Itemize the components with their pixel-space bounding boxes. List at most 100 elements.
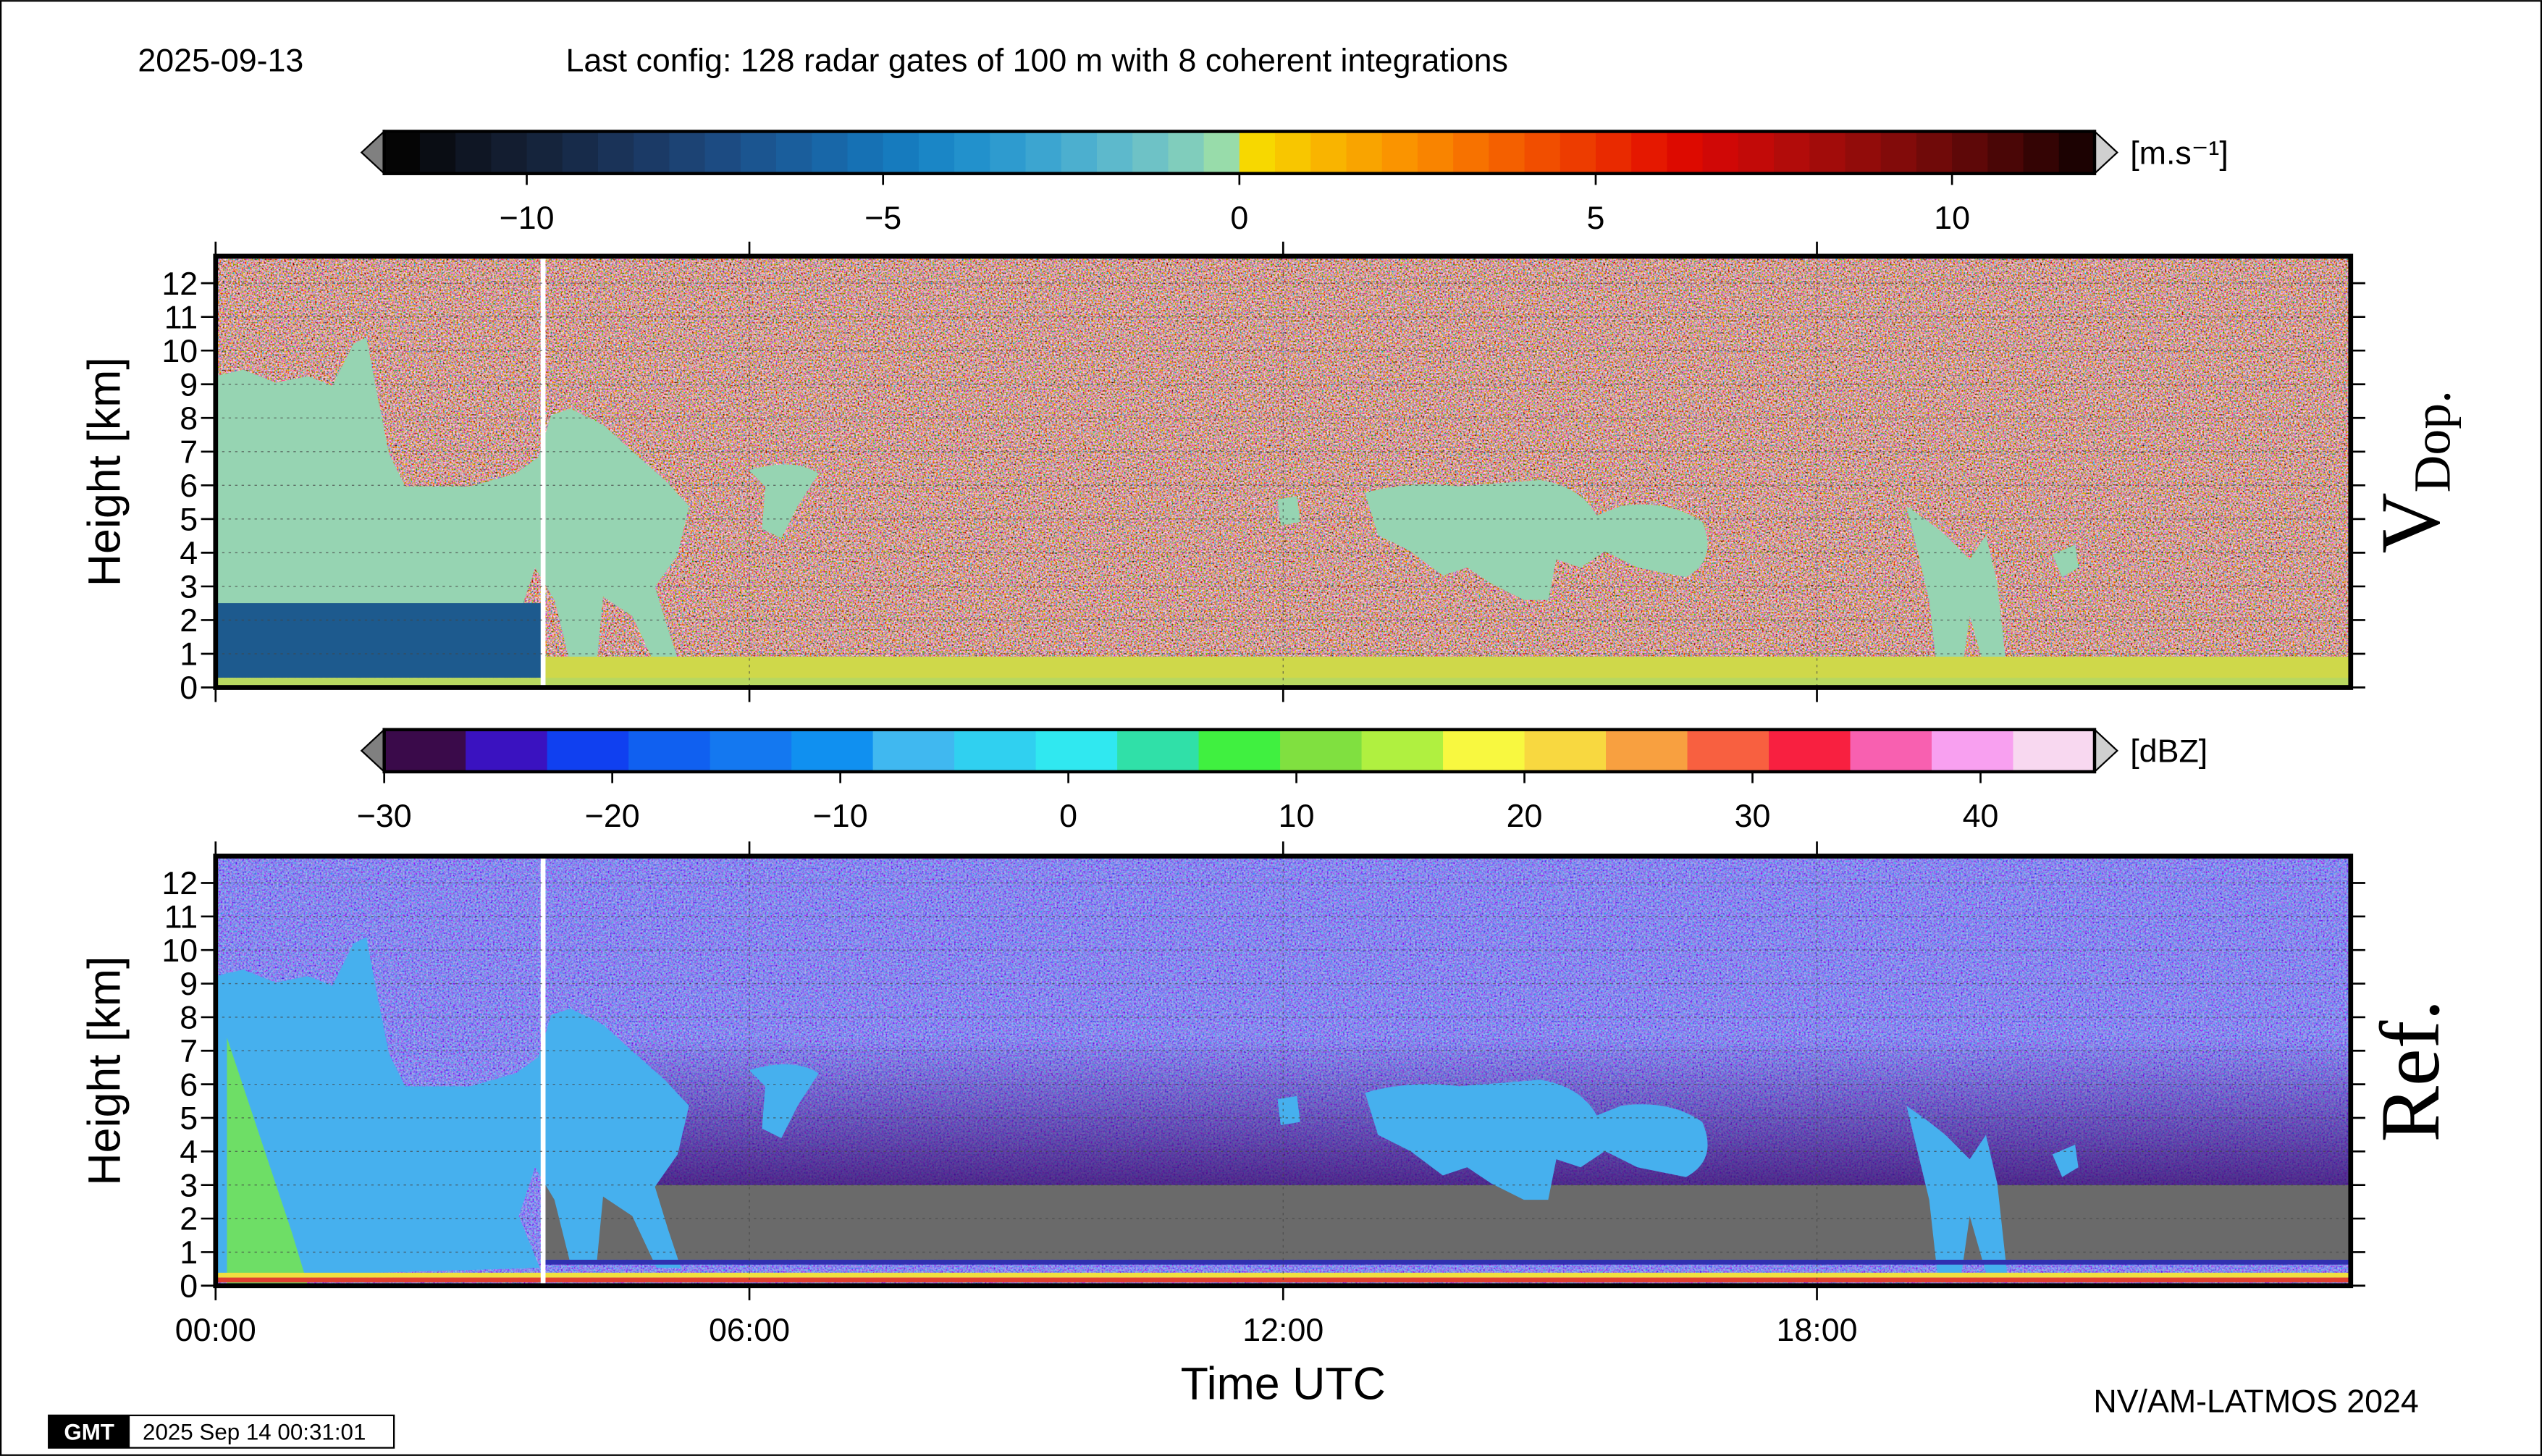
y-tick-label: 2 <box>180 602 198 639</box>
colorbar-swatch <box>791 729 874 772</box>
colorbar-swatch <box>1117 729 1200 772</box>
colorbar-swatch <box>1595 131 1633 174</box>
colorbar-swatch <box>1738 131 1775 174</box>
colorbar-swatch <box>1381 131 1418 174</box>
colorbar-swatch <box>419 131 457 174</box>
x-tick-label: 18:00 <box>1777 1312 1858 1348</box>
colorbar-tick-label: 10 <box>1279 798 1315 834</box>
colorbar-swatch <box>1168 131 1205 174</box>
colorbar-tick-label: 10 <box>1934 200 1970 236</box>
colorbar-swatch <box>990 131 1027 174</box>
colorbar-swatch <box>491 131 528 174</box>
colorbar-swatch <box>2013 729 2095 772</box>
colorbar-swatch <box>872 729 956 772</box>
colorbar-swatch <box>954 729 1037 772</box>
colorbar-swatch <box>918 131 956 174</box>
y-tick-label: 1 <box>180 1234 198 1271</box>
colorbar-tick-label: 20 <box>1507 798 1543 834</box>
y-tick-label: 6 <box>180 468 198 504</box>
colorbar-swatch <box>1310 131 1347 174</box>
colorbar-swatch <box>1809 131 1846 174</box>
colorbar-tick-label: 0 <box>1230 200 1248 236</box>
colorbar-swatch <box>1987 131 2024 174</box>
y-tick-label: 0 <box>180 670 198 706</box>
colorbar-tick-label: 40 <box>1963 798 1999 834</box>
colorbar-swatch <box>597 131 635 174</box>
colorbar-swatch <box>1952 131 1989 174</box>
colorbar-swatch <box>1346 131 1383 174</box>
colorbar-swatch <box>2058 131 2095 174</box>
colorbar-swatch <box>562 131 599 174</box>
colorbar-swatch <box>704 131 741 174</box>
y-tick-label: 4 <box>180 1134 198 1170</box>
colorbar-swatch <box>466 729 548 772</box>
plot-frame <box>213 854 2354 1289</box>
colorbar-swatch <box>1769 729 1851 772</box>
colorbar-tick-label: −10 <box>500 200 555 236</box>
colorbar-swatch <box>547 729 630 772</box>
y-tick-label: 12 <box>161 266 198 302</box>
x-tick-label: 06:00 <box>709 1312 790 1348</box>
colorbar-swatch <box>776 131 813 174</box>
colorbar-swatch <box>628 729 711 772</box>
colorbar-swatch <box>1667 131 1704 174</box>
panel-label: VDop. <box>2364 390 2462 553</box>
stamp-logo-box <box>49 1415 130 1448</box>
stamp-logo: GMT <box>64 1419 114 1444</box>
colorbar-swatch <box>812 131 849 174</box>
panel-label-sub: Dop. <box>2404 390 2462 492</box>
colorbar-swatch <box>1850 729 1932 772</box>
colorbar-tick-label: −30 <box>357 798 412 834</box>
panel-label-main: V <box>2364 492 2457 553</box>
colorbar-tick-label: 30 <box>1735 798 1771 834</box>
colorbar-swatch <box>954 131 991 174</box>
colorbar-swatch <box>634 131 670 174</box>
y-tick-label: 0 <box>180 1268 198 1304</box>
x-tick-label: 12:00 <box>1242 1312 1323 1348</box>
y-tick-label: 11 <box>164 899 198 935</box>
colorbar-swatch <box>1453 131 1490 174</box>
colorbar-swatch <box>1443 729 1525 772</box>
y-tick-label: 7 <box>180 1033 198 1069</box>
y-tick-label: 4 <box>180 535 198 571</box>
colorbar-label: [m.s⁻¹] <box>2130 135 2229 171</box>
y-tick-label: 3 <box>180 569 198 605</box>
colorbar-tick-label: 0 <box>1059 798 1077 834</box>
colorbar-swatch <box>1198 729 1281 772</box>
y-tick-label: 10 <box>161 933 198 969</box>
y-tick-label: 1 <box>180 636 198 673</box>
x-axis-label: Time UTC <box>1181 1359 1386 1410</box>
colorbar-swatch <box>1239 131 1276 174</box>
colorbar-swatch <box>1932 729 2014 772</box>
colorbar-swatch <box>526 131 563 174</box>
plot-frame <box>213 253 2354 690</box>
credit: NV/AM-LATMOS 2024 <box>2093 1383 2418 1419</box>
y-tick-label: 8 <box>180 400 198 437</box>
y-tick-label: 8 <box>180 1000 198 1036</box>
colorbar-swatch <box>1280 729 1363 772</box>
colorbar-swatch <box>883 131 919 174</box>
colorbar-swatch <box>1702 131 1739 174</box>
colorbar-swatch <box>1560 131 1596 174</box>
colorbar-swatch <box>1361 729 1444 772</box>
colorbar-label: [dBZ] <box>2130 733 2208 770</box>
colorbar-swatch <box>1061 131 1098 174</box>
y-tick-label: 6 <box>180 1066 198 1103</box>
colorbar-tick-label: −20 <box>585 798 640 834</box>
colorbar-swatch <box>1132 131 1169 174</box>
colorbar-swatch <box>455 131 492 174</box>
panel-label: Ref. <box>2364 999 2457 1142</box>
y-tick-label: 12 <box>161 865 198 901</box>
y-tick-label: 2 <box>180 1201 198 1237</box>
config-text: Last config: 128 radar gates of 100 m wi… <box>565 43 1507 79</box>
colorbar-swatch <box>1774 131 1811 174</box>
y-tick-label: 7 <box>180 434 198 470</box>
stamp-text: 2025 Sep 14 00:31:01 <box>143 1419 366 1444</box>
y-tick-label: 9 <box>180 966 198 1002</box>
colorbar-swatch <box>384 729 467 772</box>
colorbar-swatch <box>1524 729 1607 772</box>
panel-label-main: Ref. <box>2364 999 2457 1142</box>
colorbar-swatch <box>1489 131 1525 174</box>
colorbar-swatch <box>1687 729 1769 772</box>
